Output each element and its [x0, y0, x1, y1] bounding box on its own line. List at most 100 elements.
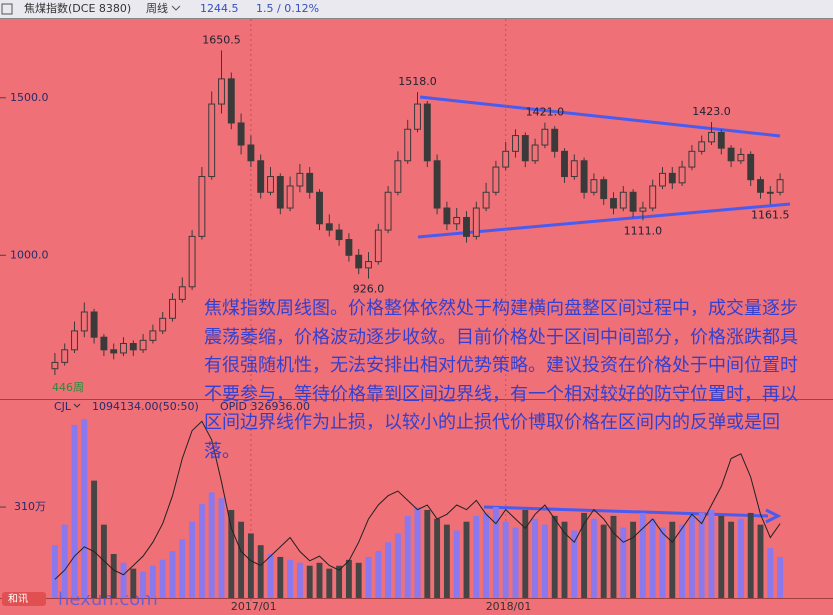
volume-bar [620, 527, 627, 598]
candle-body [365, 261, 372, 269]
candle-body [551, 128, 559, 152]
candle-body [678, 166, 686, 184]
toolbar [0, 0, 833, 18]
volume-bar [600, 524, 607, 598]
candle-body [149, 330, 157, 341]
price-annotation: 1111.0 [624, 224, 663, 237]
y-tick-label: 1000.0 [10, 248, 49, 261]
candle-body [139, 339, 147, 351]
volume-bar [483, 512, 490, 598]
candle-body [394, 160, 402, 193]
candle-body [717, 131, 725, 149]
candle-body [463, 216, 470, 237]
volume-bar [296, 562, 303, 598]
volume-bar [110, 553, 117, 598]
volume-bar [365, 556, 372, 598]
volume-bar [287, 559, 294, 598]
dropdown-arrow[interactable] [171, 5, 181, 11]
oi-legend: OPID 326936.00 [220, 400, 310, 413]
volume-bar [169, 551, 176, 598]
volume-bar [443, 524, 450, 598]
volume-bar [532, 518, 539, 598]
candle-body [659, 172, 666, 187]
volume-bar [718, 515, 725, 598]
title: 焦煤指数(DCE 8380) [24, 1, 131, 15]
candle-body [61, 349, 69, 363]
candle-body [198, 176, 206, 237]
y-tick-label: 1500.0 [10, 91, 49, 104]
volume-name: CJL [54, 400, 72, 413]
volume-bar [639, 512, 646, 598]
candle-body [218, 78, 225, 105]
volume-bar [51, 545, 58, 598]
icon [1, 3, 13, 15]
volume-bar [394, 533, 401, 598]
volume-bar [649, 518, 656, 598]
candle-body [80, 311, 88, 332]
volume-bar [277, 556, 284, 598]
candle-body [345, 239, 353, 256]
candle-body [561, 150, 568, 178]
volume-bar [247, 533, 254, 598]
period[interactable]: 周线 [146, 1, 168, 15]
volume-bar [453, 530, 460, 598]
price-annotation: 1421.0 [526, 106, 565, 119]
volume-bar [91, 480, 98, 598]
trend-line [417, 202, 791, 239]
volume-bar [522, 509, 529, 598]
volume-bar [336, 565, 343, 598]
candle-body [188, 235, 196, 288]
candle-body [590, 179, 598, 193]
volume-bar [551, 515, 558, 598]
candle-body [521, 135, 529, 162]
volume-bar [512, 527, 519, 598]
candle-body [316, 191, 323, 225]
candle-body [267, 176, 274, 193]
volume-bar [189, 521, 196, 598]
candle-body [737, 153, 745, 162]
candle-body [227, 78, 235, 124]
volume-bar [355, 562, 362, 598]
candle-body [178, 286, 186, 300]
dropdown-arrow[interactable] [73, 403, 81, 408]
candle-body [355, 254, 363, 269]
volume-bar [728, 521, 735, 598]
candle-body [169, 298, 176, 319]
volume-bar [208, 492, 215, 598]
candle-body [374, 229, 382, 263]
volume-bar [434, 518, 441, 598]
volume-bar [385, 542, 392, 598]
candle-body [325, 223, 333, 231]
candle-body [51, 361, 59, 370]
candle-body [71, 330, 78, 351]
candle-body [110, 349, 118, 354]
candle-body [688, 150, 696, 168]
volume-bar [669, 521, 676, 598]
volume-bar [561, 521, 568, 598]
volume-bar [140, 571, 147, 598]
candle-body [531, 144, 539, 162]
candle-body [100, 336, 108, 351]
volume-bar [159, 559, 166, 598]
candle-body [453, 216, 461, 225]
volume-bar [218, 498, 225, 598]
candle-body [286, 185, 294, 209]
candle-body [610, 198, 617, 209]
candle-body [570, 160, 578, 178]
volume-bar [81, 419, 88, 598]
candle-body [776, 179, 784, 193]
volume-bar [688, 515, 695, 598]
candle-body [90, 311, 98, 338]
logo: 和讯 [8, 593, 28, 605]
price-annotation: 926.0 [353, 283, 385, 296]
candle-body [296, 172, 304, 187]
candle-body [335, 229, 343, 241]
volume-bar [581, 512, 588, 598]
candle-body [414, 103, 421, 130]
trend-line [419, 95, 781, 138]
candle-body [306, 172, 314, 193]
candle-body [433, 160, 441, 209]
candle-body [208, 103, 216, 178]
candle-body [512, 135, 519, 152]
